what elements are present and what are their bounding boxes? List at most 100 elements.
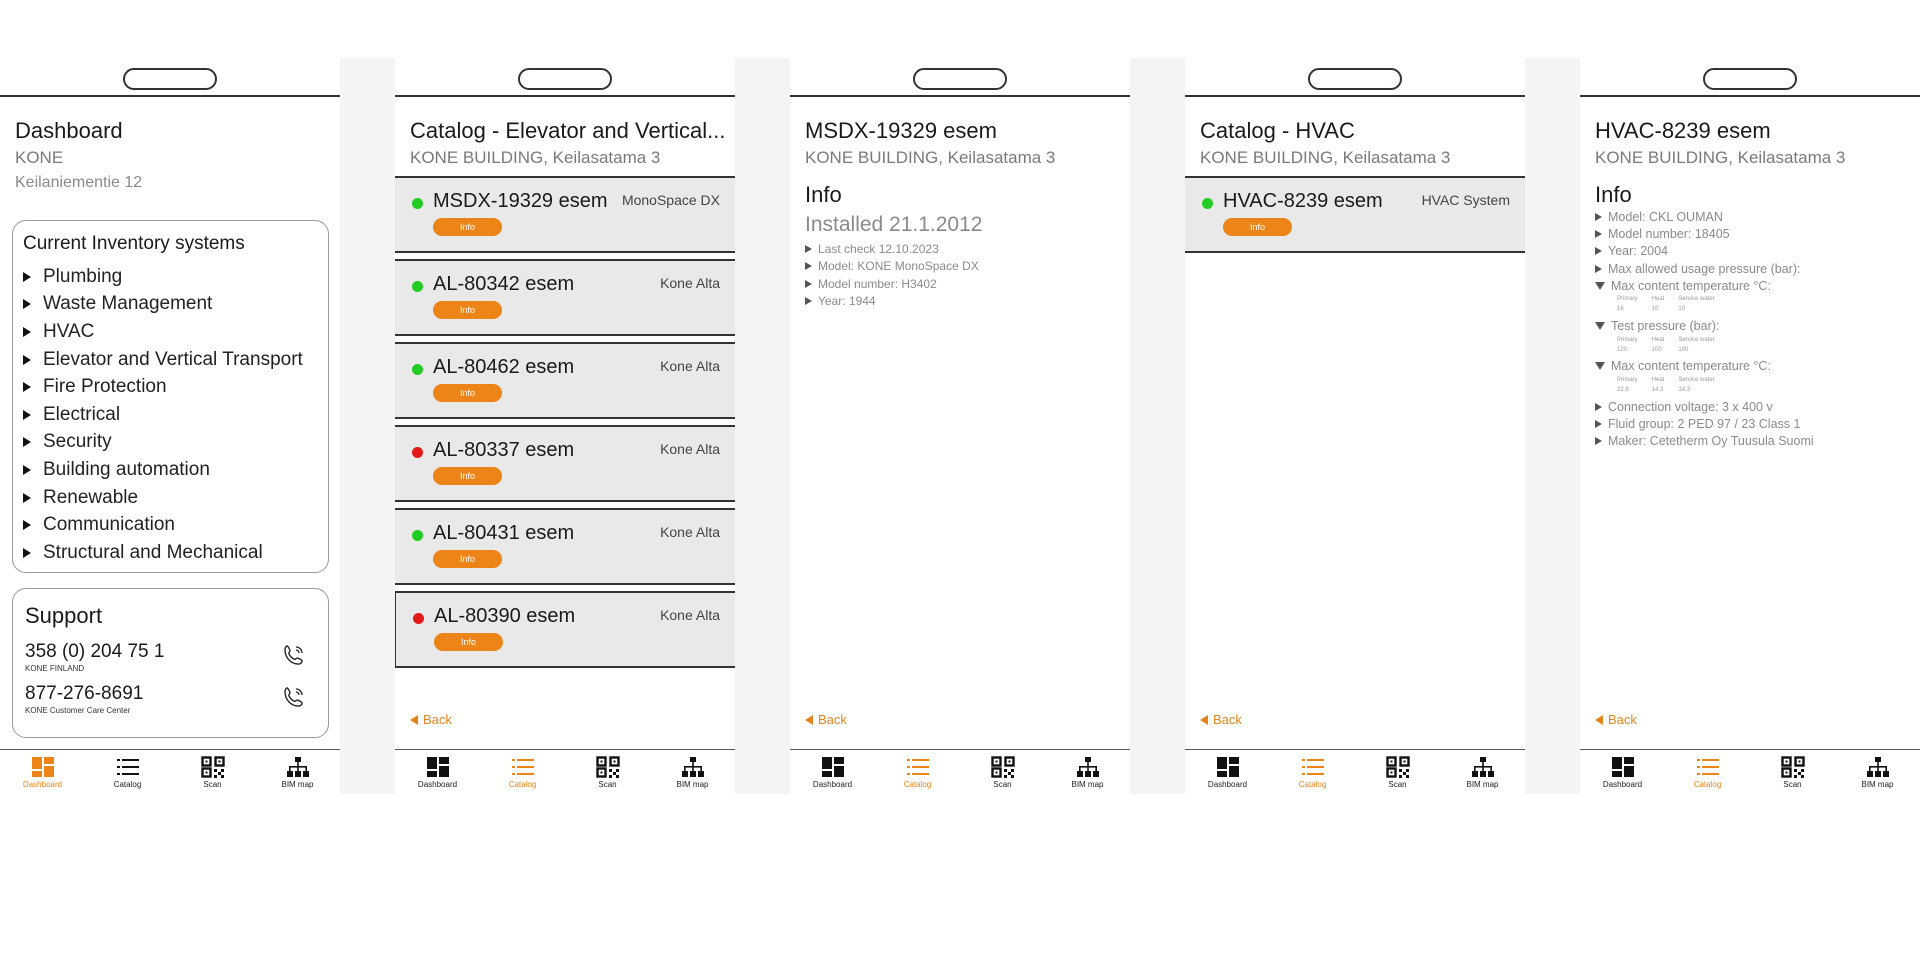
dashboard-icon bbox=[31, 757, 54, 777]
nav-catalog[interactable]: Catalog bbox=[886, 756, 950, 794]
nav-catalog[interactable]: Catalog bbox=[96, 756, 160, 794]
item-name: AL-80390 esem bbox=[434, 605, 576, 627]
list-icon bbox=[1301, 759, 1324, 775]
detail-item[interactable]: Connection voltage: 3 x 400 v bbox=[1595, 398, 1920, 415]
inventory-item[interactable]: Fire Protection bbox=[23, 373, 318, 401]
inventory-item[interactable]: Plumbing bbox=[23, 263, 318, 291]
status-dot bbox=[412, 447, 423, 458]
caret-right-icon bbox=[23, 326, 31, 337]
detail-item[interactable]: Fluid group: 2 PED 97 / 23 Class 1 bbox=[1595, 415, 1920, 432]
nav-dashboard[interactable]: Dashboard bbox=[406, 756, 470, 794]
detail-item[interactable]: Max allowed usage pressure (bar): bbox=[1595, 260, 1920, 277]
back-link[interactable]: Back bbox=[410, 712, 452, 727]
qr-code-icon bbox=[200, 756, 225, 778]
detail-item[interactable]: Max content temperature °C: bbox=[1595, 277, 1920, 294]
back-link[interactable]: Back bbox=[1200, 712, 1242, 727]
nav-dashboard[interactable]: Dashboard bbox=[801, 756, 865, 794]
screen-gap bbox=[1525, 58, 1580, 794]
nav-bim[interactable]: BIM map bbox=[1056, 756, 1120, 794]
nav-scan[interactable]: Scan bbox=[576, 756, 640, 794]
info-button[interactable]: Info bbox=[433, 550, 502, 568]
detail-item[interactable]: Test pressure (bar): bbox=[1595, 317, 1920, 334]
phone-notch bbox=[1308, 68, 1402, 90]
detail-item[interactable]: Model number: H3402 bbox=[805, 275, 979, 293]
caret-right-icon bbox=[23, 547, 31, 558]
catalog-list: HVAC-8239 esem HVAC System Info bbox=[1185, 176, 1525, 259]
sitemap-icon bbox=[286, 757, 309, 777]
detail-header: MSDX-19329 esem KONE BUILDING, Keilasata… bbox=[805, 118, 1130, 168]
item-type: MonoSpace DX bbox=[621, 192, 720, 208]
back-link[interactable]: Back bbox=[1595, 712, 1637, 727]
nav-scan[interactable]: Scan bbox=[1761, 756, 1825, 794]
phone-icon[interactable] bbox=[282, 685, 306, 709]
catalog-row[interactable]: AL-80462 esem Kone Alta Info bbox=[395, 342, 735, 419]
catalog-row[interactable]: MSDX-19329 esem MonoSpace DX Info bbox=[395, 176, 735, 253]
nav-dashboard[interactable]: Dashboard bbox=[11, 756, 75, 794]
nav-catalog[interactable]: Catalog bbox=[1281, 756, 1345, 794]
dashboard-icon bbox=[1611, 757, 1634, 777]
nav-label: BIM map bbox=[1466, 780, 1499, 789]
catalog-row[interactable]: AL-80390 esem Kone Alta Info bbox=[395, 591, 735, 668]
info-button[interactable]: Info bbox=[434, 633, 503, 651]
nav-bim[interactable]: BIM map bbox=[1451, 756, 1515, 794]
inventory-item-label: Plumbing bbox=[43, 265, 123, 287]
back-link[interactable]: Back bbox=[805, 712, 847, 727]
detail-item[interactable]: Last check 12.10.2023 bbox=[805, 240, 979, 258]
nav-dashboard[interactable]: Dashboard bbox=[1196, 756, 1260, 794]
nav-label: Dashboard bbox=[812, 780, 853, 789]
nav-label: Catalog bbox=[1298, 780, 1327, 789]
nav-scan[interactable]: Scan bbox=[971, 756, 1035, 794]
catalog-row[interactable]: HVAC-8239 esem HVAC System Info bbox=[1185, 176, 1525, 253]
nav-bim[interactable]: BIM map bbox=[1846, 756, 1910, 794]
inventory-item-label: Communication bbox=[43, 514, 175, 536]
inventory-item[interactable]: Building automation bbox=[23, 456, 318, 484]
nav-bim[interactable]: BIM map bbox=[661, 756, 725, 794]
inventory-item[interactable]: Renewable bbox=[23, 484, 318, 512]
nav-scan[interactable]: Scan bbox=[181, 756, 245, 794]
inventory-item[interactable]: Security bbox=[23, 429, 318, 457]
info-button[interactable]: Info bbox=[1223, 218, 1292, 236]
nav-catalog[interactable]: Catalog bbox=[491, 756, 555, 794]
detail-item[interactable]: Model number: 18405 bbox=[1595, 225, 1920, 242]
info-button[interactable]: Info bbox=[433, 218, 502, 236]
info-button[interactable]: Info bbox=[433, 384, 502, 402]
value-header: Heat bbox=[1651, 336, 1665, 343]
value-header: Service water bbox=[1678, 336, 1715, 343]
info-button[interactable]: Info bbox=[433, 301, 502, 319]
info-button[interactable]: Info bbox=[433, 467, 502, 485]
phone-row[interactable]: 358 (0) 204 75 1 KONE FINLAND bbox=[25, 641, 316, 683]
sitemap-icon bbox=[1076, 757, 1099, 777]
inventory-item[interactable]: Electrical bbox=[23, 401, 318, 429]
detail-item[interactable]: Max content temperature °C: bbox=[1595, 358, 1920, 375]
phone-row[interactable]: 877-276-8691 KONE Customer Care Center bbox=[25, 683, 316, 725]
nav-bim[interactable]: BIM map bbox=[266, 756, 330, 794]
nav-label: Catalog bbox=[113, 780, 142, 789]
catalog-row[interactable]: AL-80337 esem Kone Alta Info bbox=[395, 425, 735, 502]
detail-item[interactable]: Model: KONE MonoSpace DX bbox=[805, 258, 979, 276]
detail-header: HVAC-8239 esem KONE BUILDING, Keilasatam… bbox=[1595, 118, 1920, 168]
item-type: Kone Alta bbox=[660, 358, 720, 374]
inventory-item[interactable]: HVAC bbox=[23, 318, 318, 346]
detail-item[interactable]: Year: 2004 bbox=[1595, 243, 1920, 260]
catalog-row[interactable]: AL-80342 esem Kone Alta Info bbox=[395, 259, 735, 336]
detail-item[interactable]: Year: 1944 bbox=[805, 293, 979, 311]
bottom-nav: Dashboard Catalog Scan BIM map bbox=[790, 749, 1130, 794]
nav-scan[interactable]: Scan bbox=[1366, 756, 1430, 794]
detail-text: Max allowed usage pressure (bar): bbox=[1608, 261, 1801, 276]
inventory-item[interactable]: Structural and Mechanical bbox=[23, 539, 318, 567]
detail-item[interactable]: Maker: Cetetherm Oy Tuusula Suomi bbox=[1595, 433, 1920, 450]
nav-dashboard[interactable]: Dashboard bbox=[1591, 756, 1655, 794]
phone-icon[interactable] bbox=[282, 643, 306, 667]
catalog-row[interactable]: AL-80431 esem Kone Alta Info bbox=[395, 508, 735, 585]
inventory-item[interactable]: Elevator and Vertical Transport bbox=[23, 346, 318, 374]
inventory-item[interactable]: Waste Management bbox=[23, 291, 318, 319]
detail-item[interactable]: Model: CKL OUMAN bbox=[1595, 208, 1920, 225]
detail-text: Year: 1944 bbox=[818, 294, 876, 309]
nav-label: Catalog bbox=[1693, 780, 1722, 789]
detail-text: Max content temperature °C: bbox=[1611, 359, 1771, 374]
inventory-item[interactable]: Communication bbox=[23, 511, 318, 539]
nav-catalog[interactable]: Catalog bbox=[1676, 756, 1740, 794]
value-table: Primary 22.9 Heat 14.3 Service water 14.3 bbox=[1595, 375, 1920, 398]
phone-notch bbox=[1703, 68, 1797, 90]
catalog-header: Catalog - HVAC KONE BUILDING, Keilasatam… bbox=[1200, 118, 1525, 168]
